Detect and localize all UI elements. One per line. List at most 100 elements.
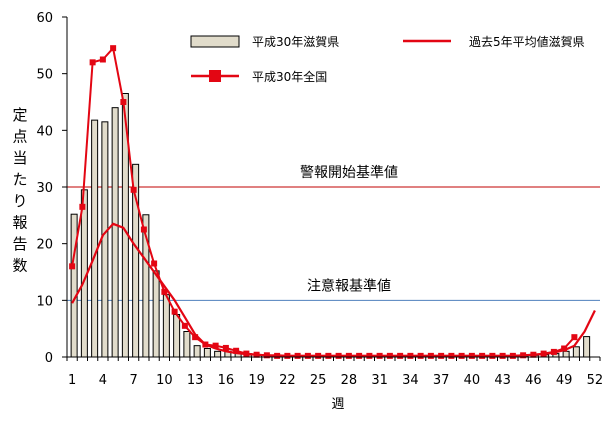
bar bbox=[183, 331, 191, 358]
x-tick-label: 25 bbox=[310, 373, 327, 388]
data-marker bbox=[192, 334, 199, 341]
x-tick-label: 52 bbox=[587, 373, 604, 388]
legend-label: 平成30年滋賀県 bbox=[252, 35, 339, 49]
y-tick-label: 10 bbox=[36, 294, 53, 309]
data-marker bbox=[407, 352, 414, 359]
y-tick-label: 50 bbox=[36, 68, 53, 83]
data-marker bbox=[212, 342, 219, 349]
data-marker bbox=[304, 352, 311, 359]
y-axis-label-char: 告 bbox=[12, 235, 27, 253]
data-marker bbox=[253, 351, 260, 358]
data-marker bbox=[263, 352, 270, 359]
data-marker bbox=[294, 352, 301, 359]
bar bbox=[203, 348, 211, 358]
bar bbox=[562, 350, 570, 358]
legend-swatch-marker bbox=[209, 70, 221, 82]
data-marker bbox=[397, 352, 404, 359]
data-marker bbox=[468, 352, 475, 359]
y-axis-label-char: 当 bbox=[12, 149, 27, 167]
bar bbox=[101, 121, 109, 358]
y-axis-label-char: 点 bbox=[12, 128, 27, 146]
x-tick-label: 40 bbox=[464, 373, 481, 388]
data-marker bbox=[140, 226, 147, 233]
threshold-label: 警報開始基準値 bbox=[300, 164, 398, 181]
x-tick-label: 22 bbox=[279, 373, 296, 388]
data-marker bbox=[335, 352, 342, 359]
data-marker bbox=[315, 352, 322, 359]
bar bbox=[91, 119, 99, 358]
data-marker bbox=[222, 344, 229, 351]
x-tick-label: 1 bbox=[68, 373, 76, 388]
data-marker bbox=[274, 352, 281, 359]
y-axis-label-char: 報 bbox=[12, 214, 27, 232]
x-tick-label: 19 bbox=[248, 373, 265, 388]
data-marker bbox=[571, 334, 578, 341]
bar bbox=[214, 350, 222, 358]
data-marker bbox=[540, 350, 547, 357]
data-marker bbox=[438, 352, 445, 359]
y-tick-label: 20 bbox=[36, 238, 53, 253]
x-tick-label: 10 bbox=[156, 373, 173, 388]
bar bbox=[70, 213, 78, 358]
data-marker bbox=[233, 347, 240, 354]
data-marker bbox=[561, 345, 568, 352]
data-marker bbox=[89, 59, 96, 66]
data-marker bbox=[520, 352, 527, 359]
x-tick-label: 31 bbox=[371, 373, 388, 388]
legend-swatch-bar bbox=[190, 35, 240, 48]
bar bbox=[162, 294, 170, 358]
data-marker bbox=[284, 352, 291, 359]
data-marker bbox=[499, 352, 506, 359]
legend-label: 平成30年全国 bbox=[252, 69, 327, 84]
data-marker bbox=[530, 351, 537, 358]
bar bbox=[152, 270, 160, 358]
y-tick-label: 0 bbox=[45, 351, 53, 366]
data-marker bbox=[151, 260, 158, 267]
x-tick-label: 16 bbox=[218, 373, 235, 388]
threshold-label: 注意報基準値 bbox=[307, 277, 391, 294]
x-tick-label: 37 bbox=[433, 373, 450, 388]
data-marker bbox=[181, 322, 188, 329]
data-marker bbox=[427, 352, 434, 359]
x-axis-label: 週 bbox=[331, 397, 344, 412]
y-axis-label-char: り bbox=[12, 192, 27, 210]
data-marker bbox=[325, 352, 332, 359]
x-tick-label: 49 bbox=[556, 373, 573, 388]
data-marker bbox=[386, 352, 393, 359]
y-axis-label: 定点当たり報告数 bbox=[12, 106, 27, 275]
x-tick-label: 46 bbox=[525, 373, 542, 388]
x-tick-label: 13 bbox=[187, 373, 204, 388]
x-tick-label: 4 bbox=[99, 373, 107, 388]
data-marker bbox=[356, 352, 363, 359]
data-marker bbox=[120, 99, 127, 105]
y-tick-label: 60 bbox=[36, 11, 53, 26]
data-marker bbox=[550, 348, 557, 355]
bar bbox=[193, 345, 201, 358]
data-marker bbox=[489, 352, 496, 359]
data-marker bbox=[479, 352, 486, 359]
data-marker bbox=[417, 352, 424, 359]
data-marker bbox=[202, 341, 209, 348]
bar bbox=[572, 346, 580, 358]
y-axis-label-char: た bbox=[12, 171, 27, 189]
data-marker bbox=[161, 288, 168, 295]
data-marker bbox=[171, 308, 178, 315]
data-marker bbox=[509, 352, 516, 359]
data-marker bbox=[99, 56, 106, 63]
data-marker bbox=[69, 263, 76, 270]
bar bbox=[111, 107, 119, 358]
data-marker bbox=[366, 352, 373, 359]
y-axis-label-char: 定 bbox=[12, 106, 27, 124]
data-marker bbox=[376, 352, 383, 359]
data-marker bbox=[448, 352, 455, 359]
legend-label: 過去5年平均値滋賀県 bbox=[469, 34, 585, 49]
y-tick-label: 30 bbox=[36, 181, 53, 196]
data-marker bbox=[458, 352, 465, 359]
data-marker bbox=[243, 350, 250, 357]
data-marker bbox=[130, 186, 137, 193]
data-marker bbox=[79, 203, 86, 210]
x-tick-label: 43 bbox=[494, 373, 511, 388]
x-tick-label: 34 bbox=[402, 373, 419, 388]
